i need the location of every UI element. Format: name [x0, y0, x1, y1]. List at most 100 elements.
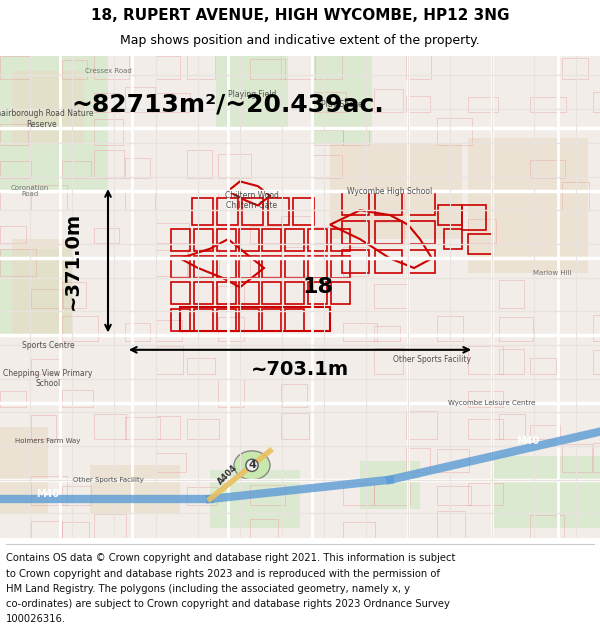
Bar [331, 256, 350, 278]
Bar [343, 248, 368, 276]
Bar [437, 118, 472, 145]
Bar [308, 229, 327, 251]
Bar [94, 150, 124, 178]
Bar [210, 470, 300, 528]
Bar [218, 154, 251, 178]
Text: Chiltern Wood
Chiltern Gate: Chiltern Wood Chiltern Gate [225, 191, 279, 211]
Bar [437, 449, 469, 472]
Bar [374, 89, 403, 112]
Bar [187, 150, 212, 178]
Bar [194, 229, 213, 251]
Bar [217, 309, 236, 331]
Bar [285, 282, 304, 304]
Bar [437, 316, 463, 341]
Bar [262, 256, 281, 278]
Bar [406, 411, 437, 439]
Bar [593, 92, 600, 112]
Text: Wycombe Leisure Centre: Wycombe Leisure Centre [448, 400, 536, 406]
Bar [499, 316, 533, 341]
Bar [331, 282, 350, 304]
Bar [62, 316, 98, 341]
Bar [342, 250, 369, 272]
Bar [374, 326, 400, 341]
Bar [268, 198, 289, 224]
Bar [312, 227, 341, 243]
Text: HM Land Registry. The polygons (including the associated geometry, namely x, y: HM Land Registry. The polygons (includin… [6, 584, 410, 594]
Bar [62, 522, 89, 538]
Bar [312, 155, 341, 178]
Text: Wycombe High School: Wycombe High School [347, 186, 433, 196]
Bar [0, 161, 31, 177]
Bar [0, 249, 72, 336]
Bar [194, 309, 213, 331]
Bar [468, 97, 498, 112]
Bar [250, 226, 281, 243]
Bar [125, 158, 150, 177]
Bar [342, 192, 369, 215]
Bar [62, 486, 91, 505]
Bar [156, 416, 181, 439]
Bar [0, 427, 48, 514]
Bar [171, 256, 190, 278]
Bar [562, 58, 588, 79]
Bar [308, 256, 327, 278]
Text: Sports Centre: Sports Centre [22, 341, 74, 349]
Text: ~82713m²/~20.439ac.: ~82713m²/~20.439ac. [71, 92, 385, 116]
Bar [62, 61, 87, 79]
Bar [374, 222, 404, 243]
Bar [308, 282, 327, 304]
Bar [194, 282, 213, 304]
Bar [250, 59, 285, 79]
Bar [31, 184, 67, 210]
Bar [530, 357, 556, 374]
Text: to Crown copyright and database rights 2023 and is reproduced with the permissio: to Crown copyright and database rights 2… [6, 569, 440, 579]
Text: Chepping View Primary
School: Chepping View Primary School [4, 369, 92, 388]
Bar [468, 234, 492, 254]
Text: 18, RUPERT AVENUE, HIGH WYCOMBE, HP12 3NG: 18, RUPERT AVENUE, HIGH WYCOMBE, HP12 3N… [91, 8, 509, 23]
Bar [156, 93, 190, 112]
Bar [492, 456, 600, 528]
Bar [374, 190, 404, 210]
Bar [187, 419, 220, 439]
Text: Contains OS data © Crown copyright and database right 2021. This information is : Contains OS data © Crown copyright and d… [6, 553, 455, 563]
Bar [281, 412, 310, 439]
Bar [437, 511, 464, 538]
Bar [343, 522, 374, 538]
Bar [31, 359, 61, 374]
Bar [218, 286, 244, 308]
Bar [499, 414, 525, 439]
Bar [171, 309, 190, 331]
Bar [250, 258, 282, 276]
Bar [239, 256, 259, 278]
Bar [281, 247, 312, 276]
Text: 18: 18 [302, 278, 334, 298]
Text: A404: A404 [217, 463, 239, 487]
Circle shape [234, 451, 270, 480]
Bar [125, 190, 155, 210]
Bar [217, 198, 238, 224]
Bar [374, 479, 410, 505]
Bar [94, 414, 126, 439]
Bar [285, 229, 304, 251]
Bar [375, 221, 402, 244]
Bar [285, 256, 304, 278]
Bar [281, 384, 307, 407]
Bar [530, 515, 564, 538]
Bar [250, 519, 278, 538]
Bar [62, 161, 91, 177]
Bar [343, 127, 369, 145]
Bar [250, 484, 285, 505]
Bar [312, 130, 343, 145]
Bar [0, 124, 28, 145]
Bar [187, 54, 215, 79]
Bar [438, 206, 462, 224]
Bar [156, 250, 188, 276]
Bar [312, 92, 346, 112]
Bar [156, 223, 189, 243]
Bar [0, 226, 26, 243]
Bar [217, 256, 236, 278]
Text: Other Sports Facility: Other Sports Facility [393, 355, 471, 364]
Bar [406, 96, 430, 112]
Bar [499, 349, 524, 374]
Bar [187, 249, 219, 276]
